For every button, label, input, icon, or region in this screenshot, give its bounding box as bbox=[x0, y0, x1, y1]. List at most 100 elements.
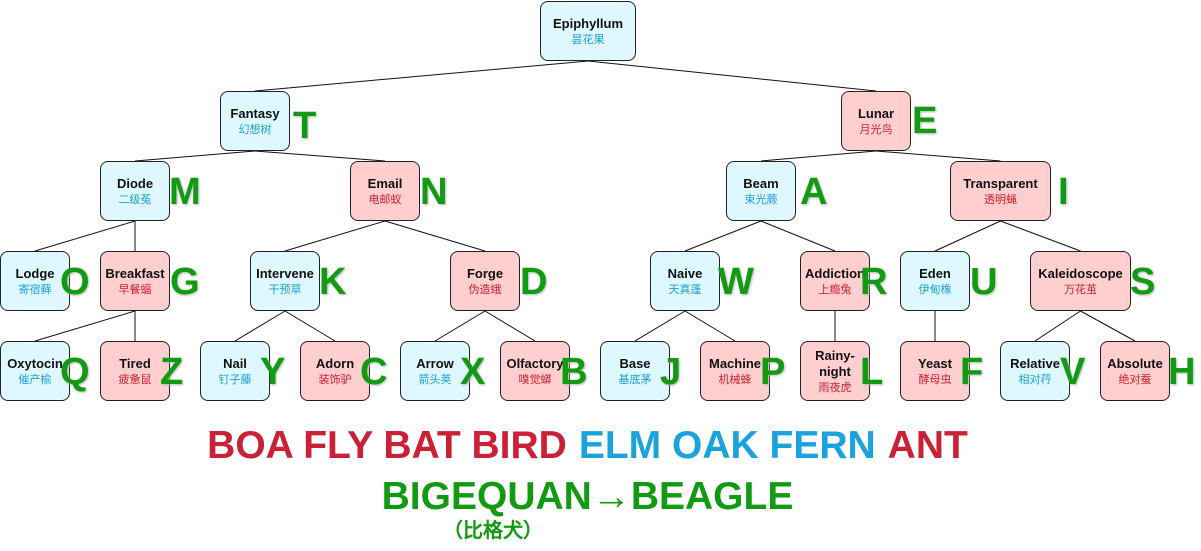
edge-kaleidoscope-absolute bbox=[1080, 310, 1136, 342]
node-kaleidoscope-label: Kaleidoscope bbox=[1038, 265, 1123, 281]
node-arrow-chinese: 箭头荚 bbox=[418, 372, 452, 386]
edge-epiphyllum-fantasy bbox=[254, 60, 589, 92]
node-lunar-chinese: 月光鸟 bbox=[859, 122, 893, 136]
node-beam-label: Beam bbox=[743, 175, 779, 191]
edge-kaleidoscope-relative bbox=[1034, 310, 1081, 342]
letter-tag-addiction: R bbox=[860, 261, 888, 303]
letter-tag-breakfast: G bbox=[170, 261, 200, 303]
node-eden: Eden 伊甸橡 bbox=[900, 251, 970, 311]
node-nail: Nail 钉子藤 bbox=[200, 341, 270, 401]
node-arrow-label: Arrow bbox=[416, 355, 454, 371]
node-tired-label: Tired bbox=[119, 355, 151, 371]
letter-tag-oxytocin: Q bbox=[60, 351, 90, 393]
letter-tag-forge: D bbox=[520, 261, 548, 303]
node-breakfast-chinese: 早餐蝠 bbox=[118, 282, 152, 296]
edge-diode-lodge bbox=[34, 220, 136, 252]
node-forge-chinese: 伪造蛾 bbox=[468, 282, 502, 296]
letter-tag-email: N bbox=[420, 171, 448, 213]
node-adorn-chinese: 装饰驴 bbox=[318, 372, 352, 386]
edge-email-forge bbox=[384, 220, 486, 252]
letter-tag-yeast: F bbox=[960, 351, 984, 393]
node-forge-label: Forge bbox=[466, 265, 504, 281]
node-yeast-chinese: 酵母虫 bbox=[918, 372, 952, 386]
edge-lunar-transparent bbox=[875, 150, 1001, 162]
letter-tag-olfactory: B bbox=[560, 351, 588, 393]
node-epiphyllum-label: Epiphyllum bbox=[552, 15, 624, 31]
node-naive-label: Naive bbox=[667, 265, 703, 281]
letter-tag-tired: Z bbox=[160, 351, 184, 393]
caption-line-1: BOA FLY BAT BIRD ELM OAK FERN ANT bbox=[0, 424, 1175, 468]
letter-tag-rainy-night: L bbox=[860, 351, 884, 393]
letter-tag-naive: W bbox=[718, 261, 754, 303]
edge-beam-addiction bbox=[760, 220, 836, 252]
node-kaleidoscope: Kaleidoscope 万花茧 bbox=[1030, 251, 1131, 311]
node-addiction: Addiction 上瘾兔 bbox=[800, 251, 870, 311]
letter-tag-adorn: C bbox=[360, 351, 388, 393]
caption-line-3: （比格犬） bbox=[443, 518, 543, 542]
node-base-label: Base bbox=[619, 355, 651, 371]
node-absolute: Absolute 绝对蚕 bbox=[1100, 341, 1170, 401]
letter-tag-eden: U bbox=[970, 261, 998, 303]
node-oxytocin: Oxytocin 催产榆 bbox=[0, 341, 70, 401]
node-fantasy-chinese: 幻想树 bbox=[238, 122, 272, 136]
caption-plants: ELM OAK FERN bbox=[578, 424, 876, 467]
node-lunar: Lunar 月光鸟 bbox=[841, 91, 911, 151]
node-base-chinese: 基底茅 bbox=[618, 372, 652, 386]
node-olfactory-chinese: 嗅觉蟒 bbox=[518, 372, 552, 386]
node-naive: Naive 天真蓬 bbox=[650, 251, 720, 311]
caption-animals-2: ANT bbox=[887, 424, 968, 467]
letter-tag-absolute: H bbox=[1168, 351, 1196, 393]
node-adorn: Adorn 装饰驴 bbox=[300, 341, 370, 401]
letter-tag-lunar: E bbox=[912, 100, 938, 142]
edge-naive-machine bbox=[684, 310, 736, 342]
node-addiction-chinese: 上瘾兔 bbox=[818, 282, 852, 296]
node-transparent-chinese: 透明蝇 bbox=[984, 192, 1017, 206]
node-relative-chinese: 相对荇 bbox=[1018, 372, 1052, 386]
node-tired-chinese: 疲惫鼠 bbox=[118, 372, 152, 386]
node-machine-label: Machine bbox=[708, 355, 761, 371]
node-olfactory-label: Olfactory bbox=[506, 355, 564, 371]
node-adorn-label: Adorn bbox=[315, 355, 355, 371]
edge-naive-base bbox=[634, 310, 686, 342]
letter-tag-intervene: K bbox=[319, 261, 347, 303]
edge-breakfast-oxytocin bbox=[34, 310, 136, 342]
node-rainy-night-label: Rainy- night bbox=[815, 347, 855, 379]
node-yeast: Yeast 酵母虫 bbox=[900, 341, 970, 401]
edge-forge-olfactory bbox=[484, 310, 536, 342]
node-intervene-chinese: 干预草 bbox=[268, 282, 302, 296]
edge-intervene-nail bbox=[234, 310, 286, 342]
node-epiphyllum-chinese: 昙花果 bbox=[571, 32, 605, 46]
node-kaleidoscope-chinese: 万花茧 bbox=[1064, 282, 1097, 296]
node-email-chinese: 电邮蚁 bbox=[368, 192, 402, 206]
node-transparent-label: Transparent bbox=[963, 175, 1038, 191]
node-machine-chinese: 机械蜂 bbox=[718, 372, 752, 386]
edge-fantasy-email bbox=[254, 150, 386, 162]
node-eden-chinese: 伊甸橡 bbox=[918, 282, 952, 296]
node-machine: Machine 机械蜂 bbox=[700, 341, 770, 401]
node-oxytocin-chinese: 催产榆 bbox=[18, 372, 52, 386]
node-email-label: Email bbox=[367, 175, 403, 191]
node-addiction-label: Addiction bbox=[805, 265, 865, 281]
letter-tag-diode: M bbox=[169, 171, 201, 213]
node-breakfast: Breakfast 早餐蝠 bbox=[100, 251, 170, 311]
node-diode-label: Diode bbox=[116, 175, 154, 191]
edge-email-intervene bbox=[284, 220, 386, 252]
edge-forge-arrow bbox=[434, 310, 486, 342]
edge-epiphyllum-lunar bbox=[587, 60, 877, 92]
letter-tag-beam: A bbox=[800, 171, 828, 213]
node-oxytocin-label: Oxytocin bbox=[7, 355, 63, 371]
node-lodge: Lodge 寄宿藓 bbox=[0, 251, 70, 311]
node-naive-chinese: 天真蓬 bbox=[668, 282, 702, 296]
letter-tag-lodge: O bbox=[60, 261, 90, 303]
node-fantasy-label: Fantasy bbox=[230, 105, 280, 121]
node-rainy-night-chinese: 雨夜虎 bbox=[818, 380, 852, 394]
letter-tag-fantasy: T bbox=[293, 105, 317, 147]
node-email: Email 电邮蚁 bbox=[350, 161, 420, 221]
edge-intervene-adorn bbox=[284, 310, 336, 342]
node-eden-label: Eden bbox=[919, 265, 951, 281]
letter-tag-base: J bbox=[660, 351, 682, 393]
letter-tag-nail: Y bbox=[260, 351, 286, 393]
letter-tag-transparent: I bbox=[1058, 171, 1069, 213]
node-rainy-night: Rainy- night 雨夜虎 bbox=[800, 341, 870, 401]
node-diode-chinese: 二级菟 bbox=[118, 192, 152, 206]
